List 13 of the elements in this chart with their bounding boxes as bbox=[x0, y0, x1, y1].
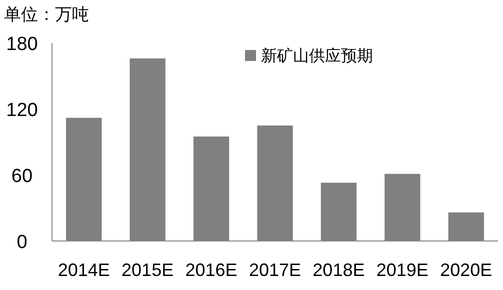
x-tick-label: 2018E bbox=[312, 260, 365, 280]
x-tick-label: 2016E bbox=[185, 260, 238, 280]
y-axis-title: 单位：万吨 bbox=[4, 5, 89, 24]
x-tick-label: 2017E bbox=[248, 260, 302, 280]
y-tick-label: 180 bbox=[6, 34, 38, 55]
x-tick-label: 2014E bbox=[58, 260, 110, 280]
y-tick-label: 0 bbox=[16, 232, 28, 253]
legend-label: 新矿山供应预期 bbox=[261, 47, 373, 65]
y-tick-label: 60 bbox=[11, 166, 33, 187]
x-tick-label: 2019E bbox=[376, 260, 428, 280]
y-tick-label: 120 bbox=[6, 100, 38, 121]
x-tick-label: 2015E bbox=[122, 260, 174, 280]
x-tick-label: 2020E bbox=[440, 260, 492, 280]
